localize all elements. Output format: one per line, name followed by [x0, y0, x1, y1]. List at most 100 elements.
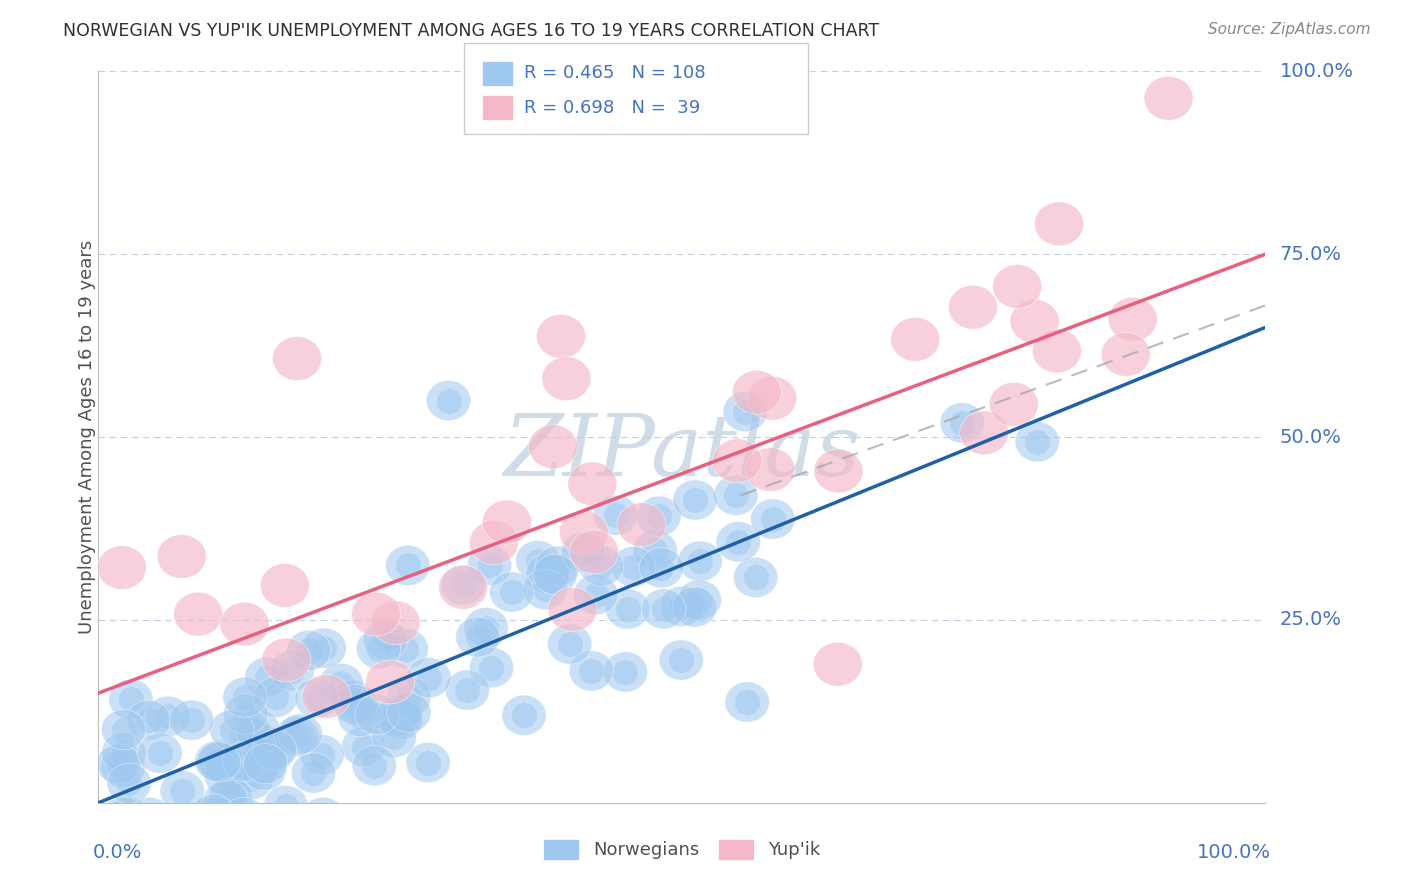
Point: [683, 493, 706, 508]
Text: Source: ZipAtlas.com: Source: ZipAtlas.com: [1208, 22, 1371, 37]
Point: [689, 554, 711, 568]
Point: [671, 653, 693, 667]
Point: [648, 509, 671, 524]
Point: [388, 709, 411, 723]
Point: [256, 670, 278, 684]
Point: [744, 570, 766, 584]
Point: [398, 706, 420, 720]
Point: [475, 621, 498, 635]
Point: [312, 810, 335, 824]
Point: [263, 741, 285, 756]
Text: R = 0.465   N = 108: R = 0.465 N = 108: [524, 64, 706, 82]
Point: [205, 754, 228, 768]
Text: 25.0%: 25.0%: [1279, 610, 1341, 630]
Text: 50.0%: 50.0%: [1279, 427, 1341, 447]
Point: [180, 713, 202, 727]
Y-axis label: Unemployment Among Ages 16 to 19 years: Unemployment Among Ages 16 to 19 years: [79, 240, 96, 634]
Point: [253, 764, 276, 778]
Point: [111, 760, 134, 774]
Point: [253, 751, 276, 765]
Point: [467, 630, 489, 644]
Legend: Norwegians, Yup'ik: Norwegians, Yup'ik: [536, 831, 828, 867]
Point: [157, 709, 180, 723]
Point: [233, 755, 256, 769]
Point: [311, 747, 333, 762]
Point: [395, 641, 418, 656]
Point: [344, 698, 367, 712]
Point: [235, 707, 257, 722]
Point: [416, 756, 439, 770]
Point: [107, 756, 129, 771]
Point: [950, 416, 973, 430]
Point: [285, 729, 308, 743]
Point: [374, 632, 396, 647]
Point: [683, 599, 706, 614]
Text: NORWEGIAN VS YUP'IK UNEMPLOYMENT AMONG AGES 16 TO 19 YEARS CORRELATION CHART: NORWEGIAN VS YUP'IK UNEMPLOYMENT AMONG A…: [63, 22, 879, 40]
Point: [232, 810, 254, 824]
Point: [219, 790, 242, 805]
Point: [205, 810, 228, 824]
Point: [398, 690, 420, 704]
Point: [172, 783, 194, 797]
Point: [724, 488, 747, 502]
Point: [330, 676, 353, 690]
Point: [215, 768, 238, 782]
Point: [688, 593, 710, 607]
Point: [139, 810, 162, 824]
Point: [290, 727, 312, 741]
Point: [302, 766, 325, 780]
Text: ZIPatlas: ZIPatlas: [503, 410, 860, 493]
Point: [281, 664, 304, 678]
Point: [264, 690, 287, 705]
Point: [762, 512, 785, 526]
Point: [537, 566, 560, 581]
Point: [621, 559, 644, 574]
Point: [534, 582, 557, 597]
Text: 75.0%: 75.0%: [1279, 244, 1341, 264]
Point: [650, 561, 672, 575]
Point: [396, 558, 419, 573]
Point: [544, 567, 567, 582]
Point: [616, 602, 638, 616]
Point: [481, 660, 503, 674]
Point: [366, 707, 388, 722]
Point: [201, 807, 224, 822]
Point: [478, 558, 501, 573]
Point: [118, 776, 141, 790]
Point: [558, 637, 581, 651]
Point: [456, 683, 478, 698]
Point: [305, 691, 328, 706]
Point: [527, 553, 550, 567]
Point: [367, 641, 389, 656]
Point: [382, 731, 405, 745]
Point: [451, 578, 474, 592]
Point: [614, 665, 637, 679]
Point: [120, 692, 142, 706]
Point: [363, 758, 385, 772]
Point: [644, 543, 666, 558]
Point: [581, 664, 603, 678]
Point: [240, 772, 263, 787]
Point: [389, 713, 412, 727]
Point: [112, 723, 135, 737]
Point: [314, 641, 336, 656]
Point: [138, 714, 160, 728]
Point: [353, 739, 375, 754]
Point: [671, 599, 693, 614]
Point: [585, 588, 607, 602]
Point: [208, 755, 231, 769]
Point: [215, 793, 238, 807]
Text: 100.0%: 100.0%: [1198, 843, 1271, 862]
Point: [349, 709, 371, 723]
Text: 100.0%: 100.0%: [1279, 62, 1354, 81]
Point: [418, 671, 440, 685]
Point: [298, 643, 321, 657]
Point: [112, 746, 135, 760]
Point: [652, 602, 675, 616]
Point: [501, 585, 523, 599]
Point: [117, 810, 139, 824]
Point: [111, 810, 134, 824]
Point: [274, 798, 297, 813]
Point: [200, 810, 222, 824]
Point: [149, 746, 172, 760]
